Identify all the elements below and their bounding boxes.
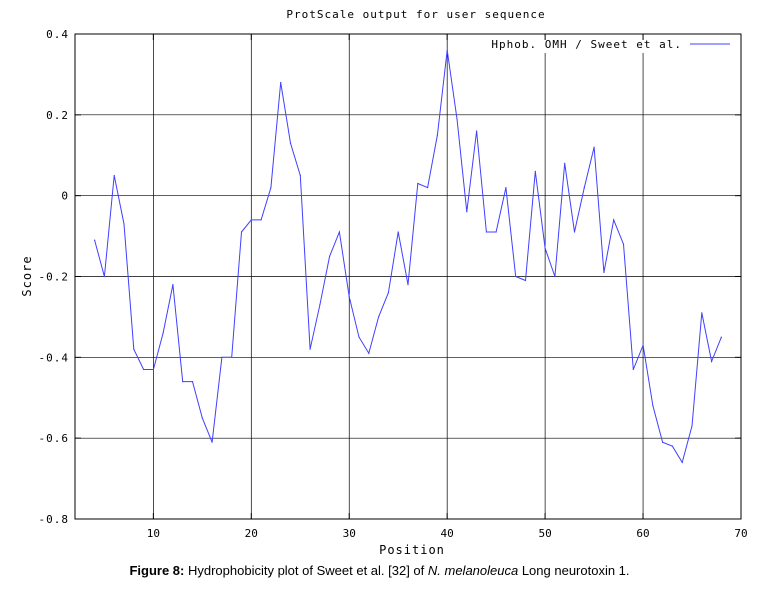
data-point [446, 49, 448, 51]
data-point [544, 247, 546, 249]
data-point [476, 130, 478, 132]
grid [75, 33, 742, 520]
data-point [613, 219, 615, 221]
data-point [564, 162, 566, 164]
data-point [456, 118, 458, 120]
data-point [583, 187, 585, 189]
caption-species: N. melanoleuca [427, 563, 519, 578]
data-point [427, 187, 429, 189]
data-point [231, 356, 233, 358]
data-point [309, 348, 311, 350]
data-point [172, 284, 174, 286]
data-point [289, 142, 292, 144]
data-point [417, 182, 419, 185]
data-point [652, 405, 654, 407]
data-point [642, 344, 644, 346]
y-tick-label: -0.4 [39, 351, 70, 364]
data-point [329, 255, 331, 257]
y-tick-label: -0.6 [39, 432, 70, 445]
x-tick-label: 50 [538, 527, 551, 540]
data-point [94, 239, 96, 241]
data-point [162, 332, 164, 334]
y-tick-label: 0.4 [46, 28, 69, 41]
data-point [250, 219, 252, 221]
figure-caption: Figure 8: Hydrophobicity plot of Sweet e… [0, 563, 759, 578]
data-point [387, 292, 389, 294]
series-layer [94, 49, 723, 464]
data-point [505, 187, 507, 189]
data-point [182, 381, 184, 383]
data-point [113, 174, 115, 177]
legend-label: Hphob. OMH / Sweet et al. [491, 38, 682, 51]
data-point [123, 223, 125, 225]
caption-label: Figure 8: [129, 563, 185, 578]
data-point [534, 170, 536, 172]
data-point [133, 348, 135, 350]
data-point [573, 231, 576, 233]
data-point [701, 312, 703, 314]
data-point [338, 231, 340, 233]
data-point [407, 284, 409, 286]
data-point [485, 231, 487, 233]
x-tick-label: 30 [343, 527, 356, 540]
data-point [681, 461, 683, 463]
data-point [554, 275, 556, 278]
legend-background [487, 36, 734, 53]
data-point [280, 81, 282, 84]
legend: Hphob. OMH / Sweet et al. [491, 38, 730, 51]
caption-text-after: Long neurotoxin 1. [518, 563, 630, 578]
data-point [524, 279, 527, 282]
series-line [94, 50, 722, 464]
data-point [397, 231, 399, 233]
data-point [711, 360, 713, 362]
data-point [319, 304, 321, 306]
x-axis-label: Position [379, 543, 445, 557]
data-point [662, 441, 664, 443]
y-tick-label: 0 [61, 190, 69, 203]
data-point [260, 219, 262, 221]
y-tick-label: -0.8 [39, 513, 70, 526]
y-tick-label: 0.2 [46, 109, 69, 122]
data-point [515, 275, 517, 278]
data-point [211, 441, 213, 443]
x-tick-label: 20 [245, 527, 258, 540]
data-point [603, 271, 605, 274]
data-point [671, 445, 674, 447]
x-tick-label: 10 [147, 527, 160, 540]
data-point [221, 356, 223, 358]
y-tick-label: -0.2 [39, 271, 70, 284]
data-point [593, 146, 595, 148]
data-point [632, 368, 634, 371]
data-point [270, 187, 272, 189]
data-point [495, 231, 497, 233]
data-point [691, 425, 693, 427]
axis-ticks: 10 20 30 40 50 60 70 0.4 0.2 0 -0.2 -0.4 -0.6 -0.8 [39, 28, 748, 540]
data-point [240, 231, 243, 233]
hydrophobicity-chart: 10 20 30 40 50 60 70 0.4 0.2 0 -0.2 -0.4 -0.6 -0.8 Pr… [20, 8, 748, 557]
y-axis-label: Score [20, 255, 34, 296]
x-tick-label: 40 [441, 527, 454, 540]
data-point [191, 381, 194, 383]
data-point [368, 352, 370, 354]
data-point [466, 211, 468, 213]
data-point [436, 134, 438, 136]
x-tick-label: 70 [734, 527, 747, 540]
data-point [358, 336, 360, 338]
data-point [720, 336, 723, 338]
data-point [622, 243, 625, 245]
data-point [103, 275, 105, 278]
chart-title: ProtScale output for user sequence [286, 8, 545, 21]
data-point [378, 316, 380, 318]
caption-text-before: Hydrophobicity plot of Sweet et al. [32]… [184, 563, 428, 578]
data-point [201, 417, 203, 419]
data-point [143, 368, 145, 371]
x-tick-label: 60 [636, 527, 649, 540]
data-point [152, 368, 154, 371]
data-point [299, 174, 301, 177]
data-point [348, 296, 350, 298]
